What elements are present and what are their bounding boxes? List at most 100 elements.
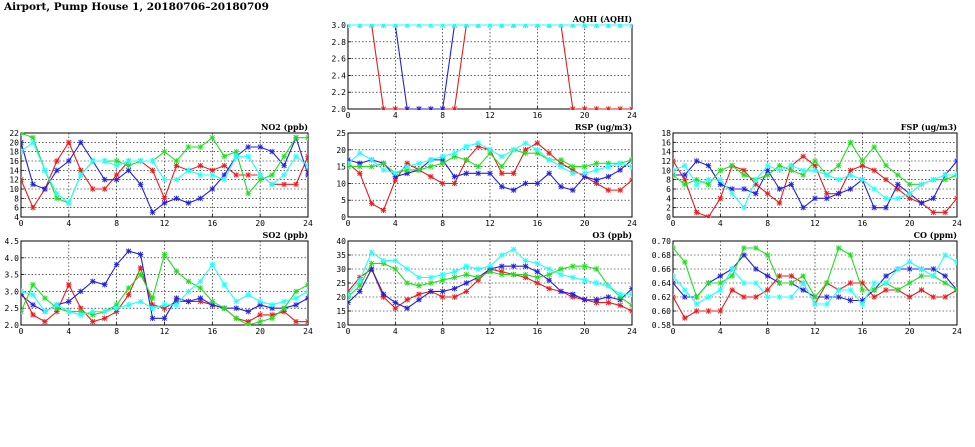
data-point xyxy=(764,287,771,293)
y-tick-label: 0 xyxy=(666,213,671,222)
data-point xyxy=(954,172,957,178)
data-point xyxy=(428,280,434,286)
data-point xyxy=(534,274,541,281)
data-point xyxy=(439,288,446,295)
data-point xyxy=(764,167,771,174)
data-point xyxy=(558,24,564,28)
data-point xyxy=(605,299,612,306)
data-point xyxy=(558,266,564,272)
data-point xyxy=(729,186,735,192)
x-tick-label: 0 xyxy=(346,327,351,336)
data-point xyxy=(717,181,724,188)
series-2 xyxy=(348,260,632,309)
x-tick-label: 0 xyxy=(346,111,351,120)
data-point xyxy=(125,167,132,174)
data-point xyxy=(293,295,299,301)
data-point xyxy=(392,173,399,180)
data-point xyxy=(404,170,410,177)
data-point xyxy=(693,176,700,183)
y-tick-label: 2.0 xyxy=(332,105,347,114)
data-point xyxy=(729,162,735,169)
data-point xyxy=(499,263,505,269)
data-point xyxy=(800,273,806,279)
x-tick-label: 20 xyxy=(255,219,265,228)
data-point xyxy=(66,308,72,315)
data-point xyxy=(812,301,818,307)
x-tick-label: 4 xyxy=(718,219,723,228)
data-point xyxy=(942,172,948,178)
data-point xyxy=(942,280,948,286)
data-point xyxy=(475,140,481,146)
data-point xyxy=(954,287,957,293)
data-point xyxy=(428,288,434,295)
data-point xyxy=(89,186,96,192)
chart-title: NO2 (ppb) xyxy=(261,122,308,132)
y-tick-label: 0.58 xyxy=(652,321,671,330)
data-point xyxy=(357,160,363,166)
data-point xyxy=(729,287,735,293)
data-point xyxy=(847,139,854,146)
chart-title: AQHI (AQHI) xyxy=(572,14,633,24)
data-point xyxy=(149,209,156,216)
y-tick-label: 16 xyxy=(9,157,19,166)
data-point xyxy=(705,176,712,183)
data-point xyxy=(570,167,576,173)
data-point xyxy=(617,167,623,173)
data-point xyxy=(499,170,505,177)
data-point xyxy=(209,302,216,308)
data-point xyxy=(906,280,913,286)
data-point xyxy=(605,294,612,300)
data-point xyxy=(173,302,180,308)
data-point xyxy=(149,158,156,164)
data-point xyxy=(368,24,375,28)
y-tick-label: 10 xyxy=(9,185,19,194)
data-point xyxy=(499,184,505,190)
data-point xyxy=(895,186,901,192)
data-point xyxy=(125,285,132,291)
data-point xyxy=(293,134,299,141)
data-point xyxy=(522,24,529,28)
data-point xyxy=(463,24,470,28)
data-point xyxy=(705,308,712,314)
y-tick-label: 0.60 xyxy=(652,307,671,316)
y-tick-label: 15 xyxy=(336,163,346,172)
data-point xyxy=(895,181,901,188)
y-tick-label: 10 xyxy=(336,321,346,330)
data-point xyxy=(812,195,818,202)
data-point xyxy=(918,273,925,279)
data-point xyxy=(305,162,308,169)
x-tick-label: 20 xyxy=(580,111,590,120)
y-tick-label: 2.5 xyxy=(5,304,20,313)
data-point xyxy=(54,167,60,174)
y-tick-label: 8 xyxy=(666,176,671,185)
data-point xyxy=(871,186,877,192)
data-point xyxy=(221,172,228,178)
y-tick-label: 10 xyxy=(661,166,671,175)
data-point xyxy=(753,280,759,286)
data-point xyxy=(428,274,434,281)
data-point xyxy=(439,157,446,163)
data-point xyxy=(197,298,204,305)
data-point xyxy=(233,298,240,305)
data-point xyxy=(368,163,375,170)
data-point xyxy=(416,167,422,173)
data-point xyxy=(741,204,747,211)
data-point xyxy=(847,287,854,293)
x-tick-label: 16 xyxy=(533,327,543,336)
data-point xyxy=(930,266,937,272)
data-point xyxy=(487,266,493,272)
data-point xyxy=(368,260,375,267)
data-point xyxy=(197,172,204,178)
data-point xyxy=(753,266,759,272)
data-point xyxy=(89,318,96,325)
data-point xyxy=(305,288,308,295)
data-point xyxy=(209,261,216,268)
data-point xyxy=(906,259,913,265)
data-point xyxy=(89,312,96,318)
data-point xyxy=(522,271,529,278)
data-point xyxy=(741,186,747,192)
data-point xyxy=(348,160,351,166)
data-point xyxy=(682,172,688,178)
x-tick-label: 0 xyxy=(19,327,24,336)
